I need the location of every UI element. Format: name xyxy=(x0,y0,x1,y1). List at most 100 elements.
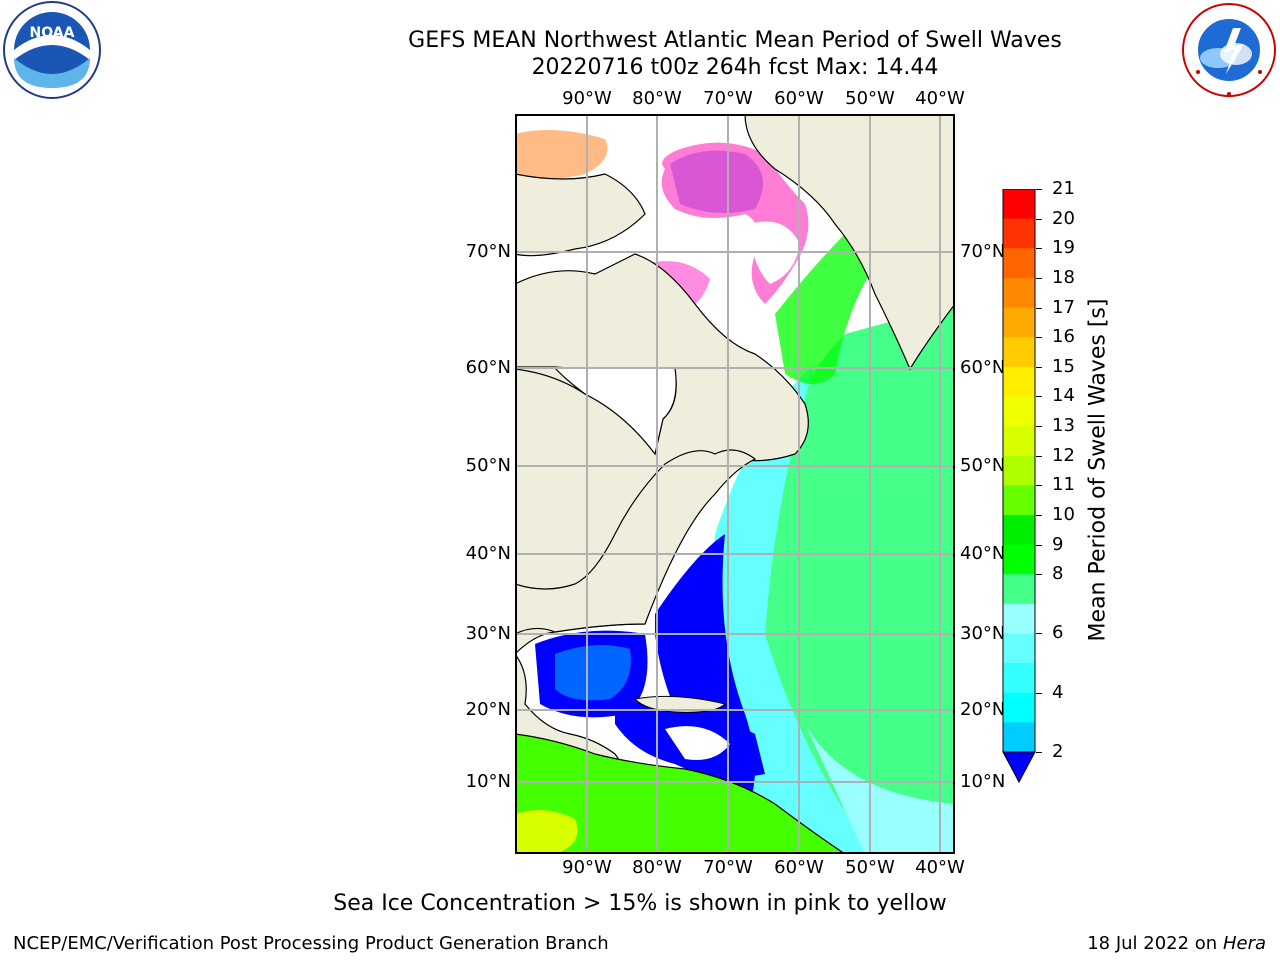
colorbar-svg xyxy=(1002,188,1036,784)
graticule xyxy=(515,114,955,854)
colorbar-segment xyxy=(1003,574,1035,605)
colorbar-tick-mark xyxy=(1036,574,1042,576)
colorbar-tick-mark xyxy=(1036,455,1042,457)
colorbar-tick-mark xyxy=(1036,485,1042,487)
colorbar-tick-label: 2 xyxy=(1052,741,1064,762)
colorbar-segment xyxy=(1003,692,1035,723)
colorbar-segment xyxy=(1003,248,1035,279)
colorbar-tick-label: 11 xyxy=(1052,474,1075,496)
colorbar-tick-label: 13 xyxy=(1052,415,1075,437)
map-panel xyxy=(514,113,956,855)
colorbar-segment xyxy=(1003,277,1035,309)
footer-host: Hera xyxy=(1222,933,1266,954)
lat-label-right: 60°N xyxy=(960,357,1006,378)
colorbar-segment xyxy=(1003,722,1035,753)
lat-label-right: 40°N xyxy=(960,543,1006,564)
colorbar-tick-mark xyxy=(1036,396,1042,398)
nws-logo xyxy=(1178,0,1280,100)
swell-caribbean-white xyxy=(665,726,730,760)
colorbar-segment xyxy=(1003,514,1035,546)
colorbar-tick-mark xyxy=(1036,277,1042,279)
colorbar-frame xyxy=(1002,188,1036,753)
lat-label-right: 20°N xyxy=(960,699,1006,720)
colorbar-segment xyxy=(1003,189,1035,220)
colorbar-tick-mark xyxy=(1036,366,1042,368)
lat-label-left: 50°N xyxy=(465,455,511,476)
colorbar-tick-mark xyxy=(1036,692,1042,694)
colorbar-segment xyxy=(1003,485,1035,516)
lat-label-right: 30°N xyxy=(960,623,1006,644)
colorbar-tick-label: 20 xyxy=(1052,207,1075,229)
lat-label-left: 10°N xyxy=(465,771,511,792)
lat-label-left: 40°N xyxy=(465,543,511,564)
lat-label-right: 50°N xyxy=(960,455,1006,476)
colorbar-tick-mark xyxy=(1036,633,1042,635)
colorbar-tick-label: 12 xyxy=(1052,444,1075,466)
colorbar-tick-label: 8 xyxy=(1052,563,1064,585)
lat-label-left: 20°N xyxy=(465,699,511,720)
colorbar-tick-mark xyxy=(1036,218,1042,220)
colorbar-tick-mark xyxy=(1036,544,1042,546)
colorbar-tick-label: 17 xyxy=(1052,296,1075,318)
colorbar-tick-label: 10 xyxy=(1052,503,1075,525)
swell-gulf-inner xyxy=(555,645,631,701)
lat-label-right: 70°N xyxy=(960,241,1006,262)
lon-label-bottom: 40°W xyxy=(915,857,965,878)
colorbar-segment xyxy=(1003,366,1035,397)
swell-light-cyan-field xyxy=(805,724,955,854)
colorbar-tick-label: 15 xyxy=(1052,355,1075,377)
colorbar-tick-label: 19 xyxy=(1052,237,1075,259)
map-svg xyxy=(514,113,956,855)
lat-label-left: 70°N xyxy=(465,241,511,262)
lon-label-bottom: 60°W xyxy=(774,857,824,878)
sea-ice-note: Sea Ice Concentration > 15% is shown in … xyxy=(333,891,947,916)
colorbar-segment xyxy=(1003,307,1035,338)
colorbar-segment xyxy=(1003,426,1035,457)
colorbar-tick-label: 6 xyxy=(1052,622,1064,644)
land-hudson-white-basin xyxy=(553,367,677,456)
colorbar-tick-label: 21 xyxy=(1052,178,1075,199)
colorbar-tick-mark xyxy=(1036,514,1042,516)
colorbar-tick-label: 16 xyxy=(1052,326,1075,348)
colorbar-tick-mark xyxy=(1036,337,1042,339)
colorbar-segment xyxy=(1003,544,1035,575)
lat-label-left: 60°N xyxy=(465,357,511,378)
lat-label-left: 30°N xyxy=(465,623,511,644)
land-south-america-yellow xyxy=(515,810,578,854)
colorbar-tick-label: 14 xyxy=(1052,385,1075,407)
svg-text:NOAA: NOAA xyxy=(30,25,75,41)
land-canadian-archipelago xyxy=(514,173,646,257)
colorbar-segment xyxy=(1003,455,1035,486)
map-frame xyxy=(515,114,955,854)
footer-left: NCEP/EMC/Verification Post Processing Pr… xyxy=(13,933,609,954)
land-greenland xyxy=(744,113,956,371)
swell-cyan-field xyxy=(710,364,875,854)
land-south-america xyxy=(514,733,847,855)
colorbar-segment xyxy=(1003,396,1035,427)
colorbar-tick-label: 18 xyxy=(1052,266,1075,288)
colorbar-tick-mark xyxy=(1036,752,1042,753)
lon-label-top: 70°W xyxy=(703,88,753,109)
lon-label-bottom: 90°W xyxy=(562,857,612,878)
lon-label-top: 80°W xyxy=(632,88,682,109)
colorbar-tick-label: 4 xyxy=(1052,681,1064,703)
lon-label-top: 60°W xyxy=(774,88,824,109)
colorbar-segment xyxy=(1003,603,1035,634)
colorbar-segment xyxy=(1003,337,1035,368)
footer-date: 18 Jul 2022 on xyxy=(1087,933,1223,954)
colorbar-tick-mark xyxy=(1036,426,1042,428)
lat-label-right: 10°N xyxy=(960,771,1006,792)
lon-label-top: 90°W xyxy=(562,88,612,109)
land-southeast-us xyxy=(514,374,757,635)
colorbar xyxy=(1002,188,1036,784)
colorbar-segment xyxy=(1003,633,1035,664)
colorbar-tick-mark xyxy=(1036,189,1042,190)
colorbar-segment xyxy=(1003,218,1035,249)
chart-title-line2: 20220716 t00z 264h fcst Max: 14.44 xyxy=(531,55,939,80)
lon-label-top: 40°W xyxy=(915,88,965,109)
noaa-logo: NOAA xyxy=(0,0,104,104)
colorbar-under-arrow xyxy=(1002,751,1036,784)
footer-right: 18 Jul 2022 on Hera xyxy=(1087,933,1266,954)
lon-label-bottom: 50°W xyxy=(845,857,895,878)
colorbar-tick-mark xyxy=(1036,307,1042,309)
